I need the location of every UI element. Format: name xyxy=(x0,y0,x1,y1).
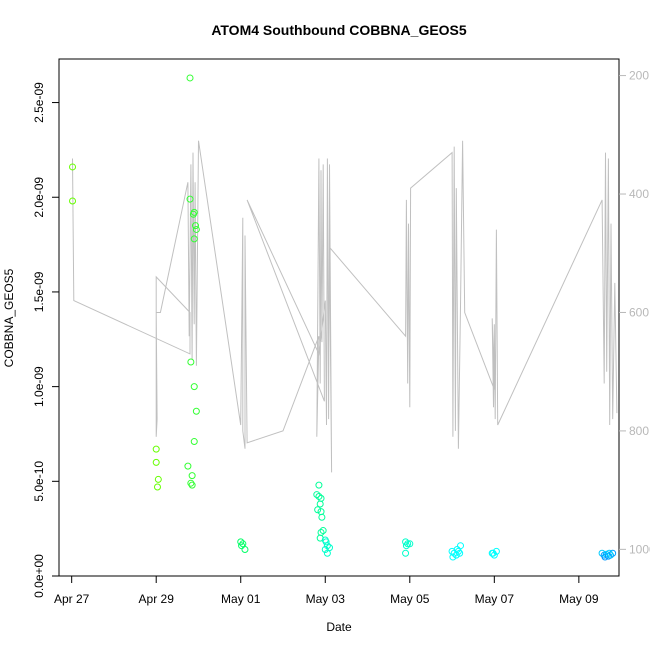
data-point xyxy=(318,513,326,521)
data-point xyxy=(189,210,197,218)
data-point xyxy=(184,462,192,470)
y-tick-label: 2.0e-09 xyxy=(32,177,46,218)
data-point xyxy=(237,538,245,546)
data-point xyxy=(457,542,465,550)
data-point xyxy=(402,549,410,557)
data-point xyxy=(404,540,412,548)
data-point xyxy=(321,545,329,553)
data-point xyxy=(490,551,498,559)
y2-tick-label: 400 xyxy=(629,187,649,201)
data-point xyxy=(190,235,198,243)
data-point xyxy=(241,545,249,553)
data-point xyxy=(492,547,500,555)
data-point xyxy=(605,549,613,557)
data-point xyxy=(601,553,609,561)
plot-frame xyxy=(58,58,620,577)
data-point xyxy=(456,549,464,557)
y-axis: 0.0e+00 5.0e-10 1.0e-09 1.5e-09 2.0e-09 2.5e-… xyxy=(32,82,59,598)
data-point xyxy=(323,549,331,557)
x-axis: Apr 27 Apr 29 May 01 May 03 May 05 May 07 May … xyxy=(54,576,599,606)
data-point xyxy=(192,222,200,230)
pressure-line xyxy=(72,140,618,473)
data-point xyxy=(192,225,200,233)
data-point xyxy=(316,500,324,508)
point-series xyxy=(69,74,617,561)
y-tick-label: 0.0e+00 xyxy=(32,554,46,598)
x-axis-label: Date xyxy=(326,620,352,634)
y2-tick-label: 800 xyxy=(629,424,649,438)
y-tick-label: 5.0e-10 xyxy=(32,461,46,502)
data-point xyxy=(609,549,617,557)
data-point xyxy=(402,542,410,550)
data-point xyxy=(190,438,198,446)
data-point xyxy=(313,491,321,499)
data-point xyxy=(188,481,196,489)
y-tick-label: 1.5e-09 xyxy=(32,271,46,312)
data-point xyxy=(188,472,196,480)
x-tick-label: May 07 xyxy=(475,592,515,606)
y2-tick-label: 1000 xyxy=(629,542,650,556)
data-point xyxy=(190,383,198,391)
data-point xyxy=(186,195,194,203)
data-point xyxy=(152,458,160,466)
data-point xyxy=(315,481,323,489)
data-point xyxy=(314,506,322,514)
x-tick-label: May 01 xyxy=(221,592,261,606)
data-point xyxy=(402,538,410,546)
data-point xyxy=(187,358,195,366)
data-point xyxy=(69,197,77,205)
x-tick-label: Apr 29 xyxy=(139,592,175,606)
data-point xyxy=(322,538,330,546)
data-point xyxy=(315,492,323,500)
line-series xyxy=(72,140,618,473)
chart-title: ATOM4 Southbound COBBNA_GEOS5 xyxy=(211,22,467,38)
x-tick-label: May 09 xyxy=(559,592,599,606)
y-axis-right: 200 400 600 800 1000 xyxy=(619,69,650,556)
data-point xyxy=(323,542,331,550)
y-tick-label: 1.0e-09 xyxy=(32,366,46,407)
data-point xyxy=(406,540,414,548)
data-point xyxy=(187,479,195,487)
data-point xyxy=(153,483,161,491)
y2-tick-label: 200 xyxy=(629,69,649,83)
data-point xyxy=(192,407,200,415)
data-point xyxy=(489,549,497,557)
y-axis-label: COBBNA_GEOS5 xyxy=(2,268,16,367)
x-tick-label: Apr 27 xyxy=(54,592,90,606)
x-tick-label: May 05 xyxy=(390,592,430,606)
data-point xyxy=(186,74,194,82)
data-point xyxy=(69,163,77,171)
data-point xyxy=(154,475,162,483)
data-point xyxy=(152,445,160,453)
y2-tick-label: 600 xyxy=(629,305,649,319)
data-point xyxy=(449,553,457,561)
data-point xyxy=(319,527,327,535)
data-point xyxy=(238,542,246,550)
x-tick-label: May 03 xyxy=(306,592,346,606)
y-tick-label: 2.5e-09 xyxy=(32,82,46,123)
